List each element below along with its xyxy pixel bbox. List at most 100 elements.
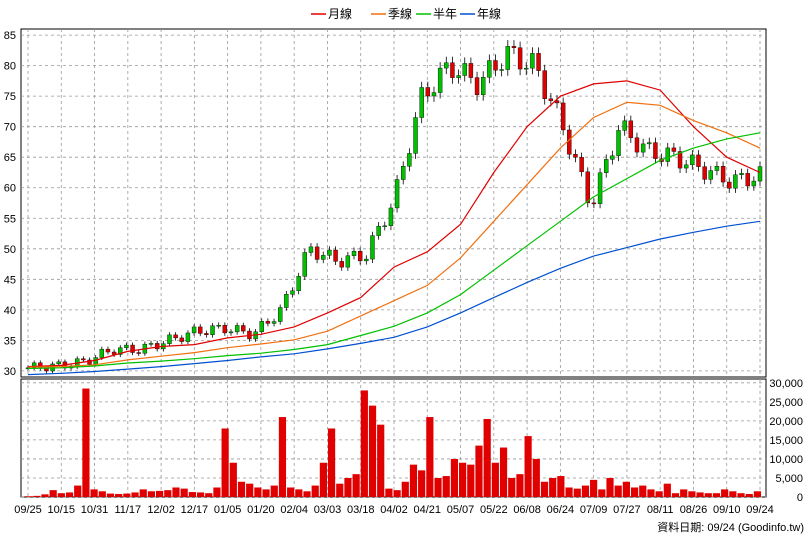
date-tick-label: 04/21 — [414, 504, 442, 516]
candle-body — [690, 154, 695, 166]
price-candles — [25, 40, 763, 374]
candle-body — [376, 225, 381, 236]
candle-body — [487, 60, 492, 78]
candle-body — [99, 348, 105, 358]
volume-bar — [311, 485, 319, 497]
candle-body — [284, 294, 289, 308]
ma-line — [27, 101, 761, 368]
volume-bar — [442, 476, 450, 497]
date-tick-label: 03/18 — [347, 504, 375, 516]
candle-body — [241, 325, 246, 332]
candle-body — [314, 246, 320, 260]
candle-body — [198, 326, 203, 334]
volume-bar — [581, 485, 590, 497]
volume-bar — [540, 481, 549, 497]
volume-bar — [524, 436, 532, 497]
candle-body — [179, 337, 184, 342]
candle-body — [148, 343, 154, 345]
volume-bar — [90, 489, 98, 497]
candle-body — [653, 142, 658, 159]
date-axis-labels: 09/25 10/15 10/31 11/17 12/02 12/17 01/05 01/20… — [14, 504, 774, 516]
candle-body — [228, 331, 234, 334]
candle-body — [111, 351, 117, 355]
volume-plot-frame — [20, 378, 767, 498]
candle-body — [118, 347, 123, 355]
candle-body — [499, 69, 504, 71]
candle-body — [296, 276, 301, 291]
candle-body — [683, 164, 689, 169]
candle-body — [573, 154, 578, 158]
volume-bar — [426, 417, 434, 497]
ma-line — [27, 220, 761, 376]
candle-body — [130, 344, 135, 353]
candle-body — [136, 352, 141, 354]
volume-bar — [74, 485, 82, 497]
volume-bar — [622, 481, 630, 497]
volume-bar — [344, 477, 352, 497]
candle-body — [216, 324, 221, 327]
candle-body — [401, 165, 406, 180]
volume-bar — [647, 489, 655, 497]
candle-body — [382, 225, 387, 228]
candle-body — [450, 62, 455, 78]
volume-bar — [745, 493, 753, 497]
volume-bar — [131, 492, 139, 497]
candle-body — [634, 137, 640, 153]
candle-body — [671, 147, 677, 152]
date-tick-label: 10/31 — [81, 504, 109, 516]
date-tick-label: 01/20 — [247, 504, 275, 516]
candle-body — [370, 235, 375, 260]
volume-bar — [188, 492, 196, 497]
date-tick-label: 05/22 — [480, 504, 508, 516]
data-date-footer: 資料日期: 09/24 (Goodinfo.tw) — [657, 520, 804, 534]
candle-body — [474, 77, 480, 95]
date-tick-label: 03/03 — [314, 504, 342, 516]
candle-body — [708, 170, 713, 180]
volume-bar — [246, 483, 254, 497]
candle-body — [419, 87, 424, 118]
candle-body — [597, 172, 603, 204]
volume-bar — [450, 458, 459, 497]
candle-body — [407, 153, 412, 167]
candle-body — [431, 92, 437, 97]
volume-bar — [139, 489, 147, 497]
volume-bar — [598, 489, 606, 497]
candle-body — [714, 166, 720, 171]
price-tick-label: 40 — [4, 305, 16, 317]
candle-body — [339, 261, 344, 268]
volume-bar — [467, 464, 475, 497]
candle-body — [259, 321, 264, 333]
volume-bar — [180, 488, 188, 497]
price-tick-label: 60 — [4, 183, 16, 195]
date-tick-label: 02/04 — [280, 504, 308, 516]
volume-bar — [483, 418, 491, 497]
volume-bar — [393, 490, 401, 497]
volume-bars — [25, 388, 761, 497]
candle-body — [622, 120, 627, 131]
volume-bar — [565, 487, 573, 497]
candle-body — [321, 255, 326, 260]
volume-bar — [590, 479, 598, 497]
volume-bar — [278, 417, 287, 497]
volume-bar — [172, 487, 180, 497]
date-tick-label: 07/27 — [613, 504, 641, 516]
candle-body — [124, 344, 129, 348]
volume-bar — [213, 487, 221, 497]
volume-bar — [319, 462, 327, 497]
date-tick-label: 07/09 — [580, 504, 608, 516]
date-tick-label: 08/11 — [647, 504, 674, 516]
volume-bar — [303, 491, 311, 497]
candle-body — [437, 67, 443, 93]
candle-body — [739, 173, 744, 175]
date-tick-label: 09/10 — [713, 504, 741, 516]
candle-body — [210, 325, 215, 335]
volume-bar — [49, 490, 57, 497]
candle-body — [413, 117, 418, 154]
volume-tick-label: 15,000 — [769, 435, 803, 447]
candle-body — [394, 179, 400, 209]
volume-bar — [696, 492, 704, 497]
candle-body — [308, 246, 314, 253]
date-tick-label: 09/24 — [746, 504, 774, 516]
